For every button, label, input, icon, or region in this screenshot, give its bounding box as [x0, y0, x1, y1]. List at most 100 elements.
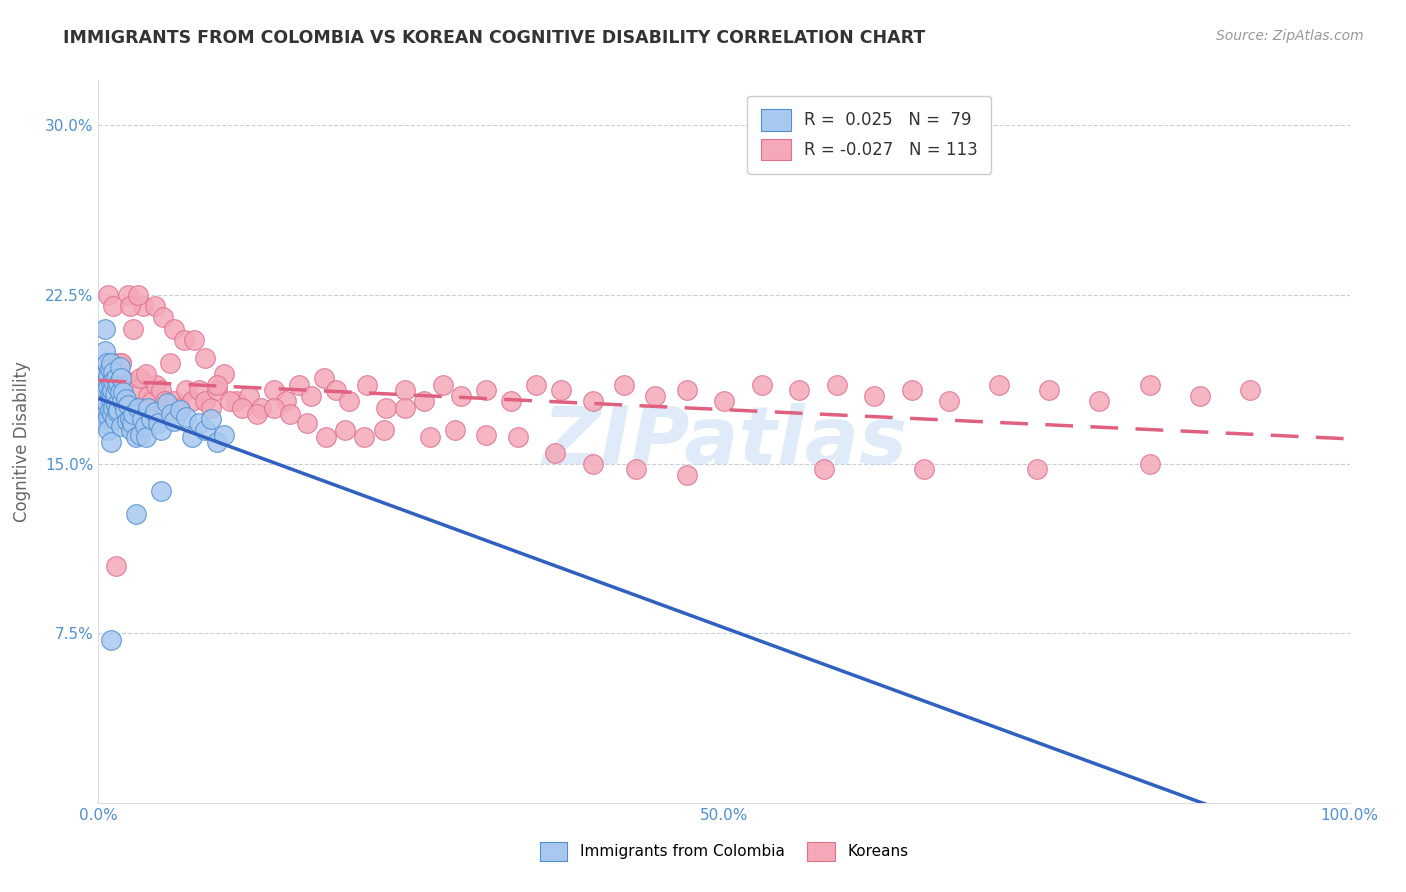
Point — [125, 383, 148, 397]
Point — [912, 461, 935, 475]
Point — [1026, 461, 1049, 475]
Point — [675, 468, 697, 483]
Point — [111, 393, 134, 408]
Point — [100, 376, 122, 390]
Point — [118, 299, 141, 313]
Point — [207, 383, 229, 397]
Point — [143, 299, 166, 313]
Legend: Immigrants from Colombia, Koreans: Immigrants from Colombia, Koreans — [534, 836, 914, 867]
Point — [212, 367, 235, 381]
Point — [988, 378, 1011, 392]
Point — [200, 412, 222, 426]
Point — [231, 401, 253, 415]
Point — [104, 371, 127, 385]
Point — [97, 423, 120, 437]
Point — [128, 427, 150, 442]
Point — [135, 367, 157, 381]
Point — [419, 430, 441, 444]
Point — [96, 405, 118, 419]
Point — [94, 371, 117, 385]
Point — [582, 457, 605, 471]
Point — [122, 408, 145, 422]
Point — [394, 383, 416, 397]
Point — [162, 321, 184, 335]
Point — [148, 417, 170, 431]
Point — [117, 287, 139, 301]
Point — [524, 378, 547, 392]
Point — [751, 378, 773, 392]
Point — [96, 401, 118, 415]
Point — [373, 423, 395, 437]
Point — [103, 378, 125, 392]
Point — [98, 383, 121, 397]
Point — [93, 393, 115, 408]
Point — [108, 384, 131, 399]
Point — [114, 403, 136, 417]
Point — [97, 409, 120, 424]
Point — [432, 378, 454, 392]
Point — [110, 355, 132, 369]
Point — [107, 401, 129, 415]
Point — [101, 367, 124, 381]
Point — [501, 393, 523, 408]
Point — [93, 408, 115, 422]
Point — [96, 396, 118, 410]
Point — [1139, 378, 1161, 392]
Point — [183, 333, 205, 347]
Point — [181, 393, 204, 408]
Point — [98, 387, 121, 401]
Point — [98, 403, 121, 417]
Point — [105, 380, 128, 394]
Point — [120, 423, 142, 437]
Point — [97, 380, 120, 394]
Point — [475, 383, 498, 397]
Point — [112, 384, 135, 399]
Point — [131, 412, 153, 426]
Point — [107, 403, 129, 417]
Text: ZIPatlas: ZIPatlas — [541, 402, 907, 481]
Point — [353, 430, 375, 444]
Point — [218, 393, 240, 408]
Point — [128, 371, 150, 385]
Point — [104, 412, 127, 426]
Point — [333, 423, 356, 437]
Point — [103, 299, 125, 313]
Point — [103, 374, 125, 388]
Point — [94, 383, 117, 397]
Point — [1038, 383, 1060, 397]
Point — [104, 387, 127, 401]
Text: IMMIGRANTS FROM COLOMBIA VS KOREAN COGNITIVE DISABILITY CORRELATION CHART: IMMIGRANTS FROM COLOMBIA VS KOREAN COGNI… — [63, 29, 925, 46]
Point — [91, 389, 114, 403]
Point — [101, 389, 124, 403]
Point — [675, 383, 697, 397]
Point — [550, 383, 572, 397]
Point — [125, 430, 148, 444]
Point — [90, 401, 112, 415]
Point — [93, 384, 115, 399]
Point — [394, 401, 416, 415]
Point — [103, 365, 125, 379]
Point — [103, 401, 125, 415]
Point — [91, 412, 114, 426]
Text: Source: ZipAtlas.com: Source: ZipAtlas.com — [1216, 29, 1364, 43]
Point — [121, 417, 143, 431]
Point — [1088, 393, 1111, 408]
Point — [93, 321, 115, 335]
Point — [110, 371, 132, 385]
Point — [122, 321, 145, 335]
Point — [787, 383, 810, 397]
Point — [156, 396, 179, 410]
Point — [1188, 389, 1211, 403]
Point — [299, 389, 322, 403]
Point — [118, 412, 141, 426]
Point — [1239, 383, 1261, 397]
Point — [143, 405, 166, 419]
Point — [152, 310, 174, 325]
Point — [101, 408, 124, 422]
Point — [138, 401, 160, 415]
Point — [115, 392, 138, 406]
Point — [97, 369, 120, 384]
Point — [105, 405, 128, 419]
Point — [194, 393, 217, 408]
Point — [105, 371, 128, 385]
